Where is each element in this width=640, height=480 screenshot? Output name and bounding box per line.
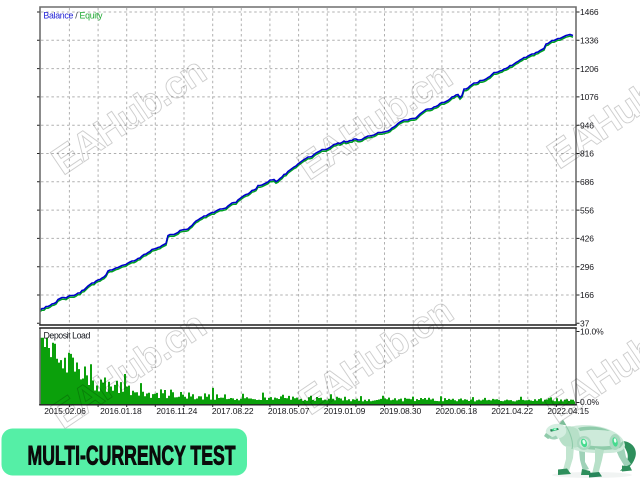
- svg-text:2019.01.09: 2019.01.09: [324, 406, 366, 416]
- svg-text:1206: 1206: [580, 64, 599, 74]
- svg-text:2019.08.30: 2019.08.30: [380, 406, 422, 416]
- svg-text:2016.01.18: 2016.01.18: [100, 406, 142, 416]
- svg-text:946: 946: [580, 120, 594, 130]
- svg-text:1466: 1466: [580, 7, 599, 17]
- svg-text:1336: 1336: [580, 36, 599, 46]
- svg-text:2015.02.06: 2015.02.06: [44, 406, 86, 416]
- svg-text:166: 166: [580, 290, 594, 300]
- svg-text:37: 37: [580, 319, 590, 329]
- svg-text:10.0%: 10.0%: [580, 327, 604, 337]
- svg-text:Balance / Equity: Balance / Equity: [43, 11, 103, 21]
- svg-text:Deposit Load: Deposit Load: [44, 331, 91, 341]
- svg-text:2021.04.22: 2021.04.22: [491, 406, 533, 416]
- svg-text:686: 686: [580, 177, 594, 187]
- svg-text:MULTI-CURRENCY TEST: MULTI-CURRENCY TEST: [28, 441, 236, 471]
- svg-text:426: 426: [580, 234, 594, 244]
- svg-text:2018.05.07: 2018.05.07: [268, 406, 310, 416]
- svg-text:2020.06.18: 2020.06.18: [436, 406, 478, 416]
- svg-text:2016.11.24: 2016.11.24: [156, 406, 197, 416]
- svg-text:1076: 1076: [580, 92, 599, 102]
- svg-text:2022.04.15: 2022.04.15: [547, 406, 589, 416]
- svg-text:2017.08.22: 2017.08.22: [212, 406, 254, 416]
- svg-text:556: 556: [580, 205, 594, 215]
- svg-text:296: 296: [580, 262, 594, 272]
- svg-text:0.0%: 0.0%: [580, 397, 600, 407]
- svg-text:816: 816: [580, 149, 594, 159]
